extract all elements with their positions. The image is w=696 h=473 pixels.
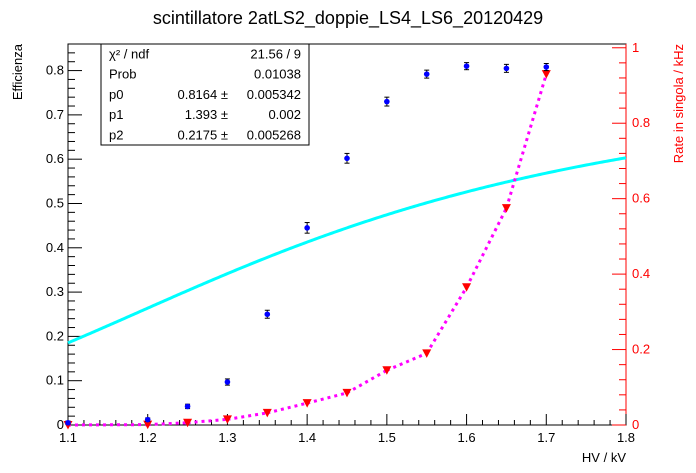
stats-value: 0.8164 ± <box>177 87 228 102</box>
efficiency-point <box>224 379 231 385</box>
series <box>63 62 627 430</box>
stats-value: 0.2175 ± <box>177 127 228 142</box>
fit-curve <box>67 156 627 345</box>
y2-tick-label: 0.4 <box>632 266 650 281</box>
rate-line-segment <box>465 207 508 288</box>
stats-value: 0.01038 <box>254 67 301 82</box>
rate-point <box>302 399 312 408</box>
x-tick-label: 1.2 <box>139 430 157 445</box>
y-tick-label: 0.3 <box>46 284 64 299</box>
rate-line-segment <box>346 368 388 395</box>
x-tick-label: 1.7 <box>537 430 555 445</box>
stats-label: p1 <box>109 107 123 122</box>
rate-point <box>183 418 193 428</box>
rate-point <box>382 366 392 375</box>
y-tick-label: 0.5 <box>46 195 64 210</box>
x-tick-label: 1.6 <box>458 430 476 445</box>
y-tick-label: 0 <box>57 417 64 432</box>
efficiency-point <box>184 403 191 410</box>
stats-label: χ² / ndf <box>109 47 149 62</box>
chart-title: scintillatore 2atLS2_doppie_LS4_LS6_2012… <box>153 8 543 29</box>
y-tick-label: 0.6 <box>46 151 64 166</box>
stats-error: 0.005342 <box>247 87 301 102</box>
y-tick-label: 0.4 <box>46 240 64 255</box>
stats-label: Prob <box>109 67 136 82</box>
stats-error: 0.005268 <box>247 127 301 142</box>
stats-box: χ² / ndf 21.56 / 9 Prob 0.01038 p0 0.8164 ± 0… <box>100 43 310 146</box>
rate-point <box>422 349 432 358</box>
y2-axis-title: Rate in singola / kHz <box>671 44 686 163</box>
efficiency-point <box>264 311 271 318</box>
stats-label: p2 <box>109 127 123 142</box>
stats-error: 0.002 <box>268 107 301 122</box>
stats-label: p0 <box>109 87 123 102</box>
x-tick-label: 1.3 <box>218 430 236 445</box>
efficiency-point <box>384 98 390 105</box>
y-tick-label: 0.7 <box>46 107 64 122</box>
x-axis-title: HV / kV <box>582 450 626 465</box>
y-axis-title: Efficienza <box>10 43 25 100</box>
rate-line-segment <box>425 286 468 355</box>
efficiency-point <box>144 416 151 423</box>
x-tick-label: 1.8 <box>617 430 635 445</box>
rate-point <box>501 204 511 213</box>
rate-point <box>462 283 472 292</box>
y-tick-label: 0.1 <box>46 373 64 388</box>
rate-point <box>222 415 232 424</box>
rate-point <box>262 408 272 418</box>
efficiency-point <box>503 65 510 72</box>
efficiency-point <box>543 64 550 70</box>
efficiency-point <box>65 419 71 426</box>
stats-value: 21.56 / 9 <box>250 47 301 62</box>
x-tick-label: 1.5 <box>378 430 396 445</box>
y-tick-label: 0.8 <box>46 63 64 78</box>
y2-tick-label: 0 <box>632 417 639 432</box>
y2-tick-label: 1 <box>632 40 639 55</box>
axes: 1.1 1.2 1.3 1.4 1.5 1.6 1.7 1.800.10.20.30.40.5… <box>46 40 650 445</box>
rate-line-segment <box>504 73 548 209</box>
stats-value: 1.393 ± <box>185 107 228 122</box>
rate-point <box>541 70 551 79</box>
y2-tick-label: 0.2 <box>632 342 650 357</box>
y-tick-label: 0.2 <box>46 328 64 343</box>
rate-point <box>143 420 153 430</box>
y2-tick-label: 0.8 <box>632 115 650 130</box>
efficiency-point <box>304 225 310 231</box>
efficiency-point <box>463 63 470 69</box>
efficiency-point <box>344 155 350 162</box>
rate-line-segment <box>386 351 428 372</box>
efficiency-point <box>423 71 430 77</box>
y2-tick-label: 0.6 <box>632 191 650 206</box>
x-tick-label: 1.1 <box>59 430 77 445</box>
x-tick-label: 1.4 <box>298 430 316 445</box>
stats-box-frame <box>100 43 310 146</box>
rate-point <box>342 388 352 398</box>
